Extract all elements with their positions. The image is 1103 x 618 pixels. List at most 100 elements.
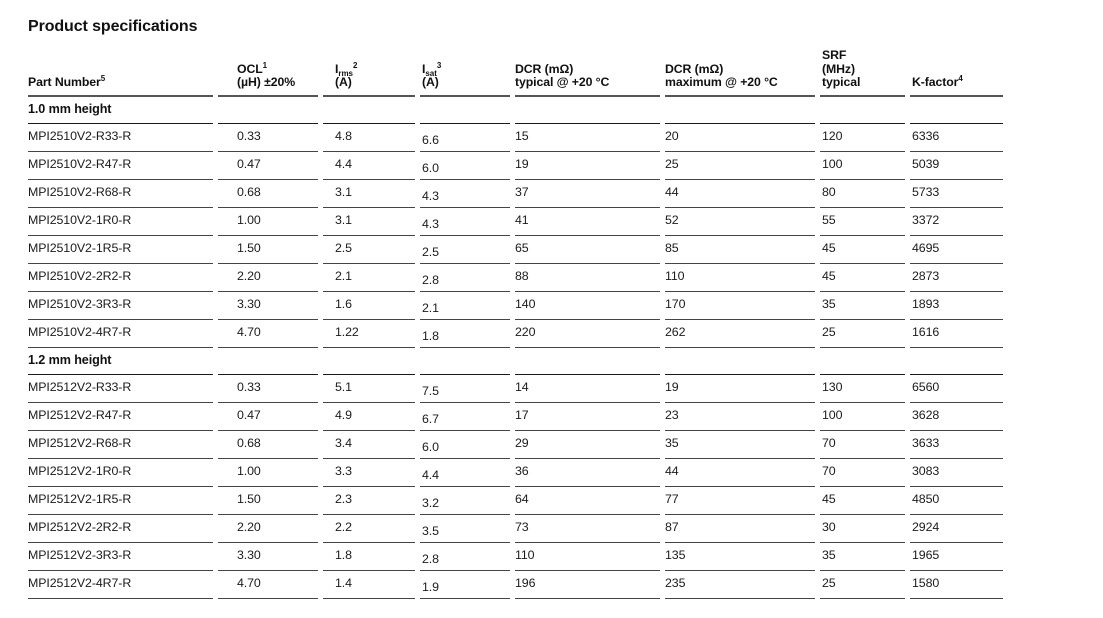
- cell-value: 1.6: [335, 296, 352, 311]
- cell-irms: 4.9: [323, 403, 415, 431]
- cell-value: MPI2510V2-2R2-R: [28, 268, 132, 283]
- cell-ocl: 3.30: [218, 292, 318, 320]
- section-heading-filler: [323, 348, 415, 375]
- cell-k-factor: 4695: [910, 236, 1003, 264]
- cell-value: 7.5: [422, 383, 439, 398]
- cell-value: 5.1: [335, 379, 352, 394]
- header-text: Part Number: [28, 75, 101, 89]
- cell-value: 4.4: [422, 467, 439, 482]
- header-subscript: rms: [338, 68, 354, 78]
- cell-isat: 4.3: [420, 208, 510, 236]
- cell-dcr-typical: 110: [515, 543, 660, 571]
- cell-dcr-typical: 36: [515, 459, 660, 487]
- cell-value: 52: [665, 212, 679, 227]
- cell-ocl: 0.33: [218, 124, 318, 152]
- cell-value: 4850: [912, 491, 940, 506]
- cell-srf: 30: [820, 515, 905, 543]
- cell-value: MPI2510V2-1R5-R: [28, 240, 132, 255]
- cell-value: 0.47: [237, 407, 261, 422]
- cell-dcr-typical: 88: [515, 264, 660, 292]
- cell-value: 2873: [912, 268, 940, 283]
- header-unit: (A): [422, 75, 439, 89]
- cell-dcr-typical: 65: [515, 236, 660, 264]
- section-heading-row: 1.0 mm height: [28, 97, 1003, 124]
- header-text: DCR (mΩ): [515, 61, 574, 76]
- cell-value: 3.4: [335, 435, 352, 450]
- cell-dcr-typical: 64: [515, 487, 660, 515]
- cell-dcr-maximum: 85: [665, 236, 815, 264]
- cell-dcr-typical: 41: [515, 208, 660, 236]
- section-heading-filler: [665, 97, 815, 124]
- cell-value: 135: [665, 547, 686, 562]
- cell-ocl: 2.20: [218, 264, 318, 292]
- table-row: MPI2510V2-R68-R 0.68 3.1 4.3 37 44 80 5733: [28, 180, 1003, 208]
- cell-ocl: 0.33: [218, 375, 318, 403]
- cell-isat: 4.3: [420, 180, 510, 208]
- cell-value: 45: [822, 268, 836, 283]
- cell-value: 100: [822, 156, 843, 171]
- header-unit: (A): [335, 75, 352, 89]
- cell-isat: 1.8: [420, 320, 510, 348]
- cell-isat: 6.6: [420, 124, 510, 152]
- cell-srf: 100: [820, 403, 905, 431]
- cell-value: 2.8: [422, 551, 439, 566]
- cell-k-factor: 1616: [910, 320, 1003, 348]
- cell-dcr-typical: 220: [515, 320, 660, 348]
- cell-value: 19: [515, 156, 529, 171]
- cell-value: 0.33: [237, 379, 261, 394]
- cell-value: MPI2512V2-1R5-R: [28, 491, 132, 506]
- cell-dcr-typical: 73: [515, 515, 660, 543]
- section-heading-filler: [420, 348, 510, 375]
- cell-value: 4.70: [237, 575, 261, 590]
- cell-srf: 120: [820, 124, 905, 152]
- cell-k-factor: 2873: [910, 264, 1003, 292]
- cell-value: 235: [665, 575, 686, 590]
- cell-value: 5039: [912, 156, 940, 171]
- table-row: MPI2510V2-1R0-R 1.00 3.1 4.3 41 52 55 3372: [28, 208, 1003, 236]
- cell-value: 20: [665, 128, 679, 143]
- cell-value: 1580: [912, 575, 940, 590]
- cell-isat: 6.0: [420, 431, 510, 459]
- cell-value: 17: [515, 407, 529, 422]
- cell-value: 3.1: [335, 212, 352, 227]
- header-subscript: sat: [425, 68, 437, 78]
- cell-value: 4.4: [335, 156, 352, 171]
- cell-value: MPI2512V2-4R7-R: [28, 575, 132, 590]
- cell-dcr-typical: 29: [515, 431, 660, 459]
- cell-value: 35: [822, 547, 836, 562]
- cell-value: 1.00: [237, 463, 261, 478]
- cell-value: 196: [515, 575, 536, 590]
- cell-value: 44: [665, 463, 679, 478]
- cell-value: 1.4: [335, 575, 352, 590]
- cell-irms: 1.8: [323, 543, 415, 571]
- cell-ocl: 4.70: [218, 571, 318, 599]
- cell-dcr-typical: 140: [515, 292, 660, 320]
- cell-srf: 70: [820, 459, 905, 487]
- cell-value: 3372: [912, 212, 940, 227]
- cell-part-number: MPI2512V2-2R2-R: [28, 515, 213, 543]
- cell-irms: 3.4: [323, 431, 415, 459]
- cell-part-number: MPI2510V2-2R2-R: [28, 264, 213, 292]
- cell-value: 120: [822, 128, 843, 143]
- cell-value: 1.8: [335, 547, 352, 562]
- cell-part-number: MPI2510V2-R47-R: [28, 152, 213, 180]
- cell-isat: 4.4: [420, 459, 510, 487]
- cell-isat: 3.2: [420, 487, 510, 515]
- cell-value: MPI2510V2-3R3-R: [28, 296, 132, 311]
- footnote-marker: 1: [262, 60, 268, 70]
- cell-value: 2924: [912, 519, 940, 534]
- datasheet-page: Product specifications Part Number5 OCL1…: [0, 18, 1103, 618]
- cell-value: 3.1: [335, 184, 352, 199]
- cell-part-number: MPI2512V2-R33-R: [28, 375, 213, 403]
- cell-k-factor: 5039: [910, 152, 1003, 180]
- footnote-marker: 2: [353, 60, 358, 70]
- cell-value: 3628: [912, 407, 940, 422]
- cell-part-number: MPI2510V2-R68-R: [28, 180, 213, 208]
- cell-value: 37: [515, 184, 529, 199]
- cell-isat: 7.5: [420, 375, 510, 403]
- cell-dcr-maximum: 25: [665, 152, 815, 180]
- cell-dcr-maximum: 23: [665, 403, 815, 431]
- cell-srf: 25: [820, 571, 905, 599]
- cell-part-number: MPI2512V2-1R5-R: [28, 487, 213, 515]
- cell-part-number: MPI2510V2-1R0-R: [28, 208, 213, 236]
